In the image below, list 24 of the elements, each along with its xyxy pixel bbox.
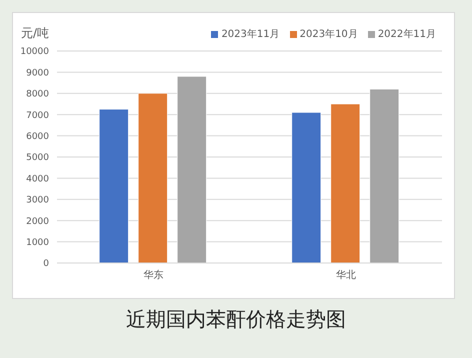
x-tick-label: 华北	[336, 269, 356, 282]
y-tick-label: 7000	[26, 110, 50, 121]
y-tick-label: 8000	[26, 90, 50, 100]
legend-label: 2023年11月	[221, 28, 280, 41]
y-tick-label: 1000	[26, 238, 50, 248]
y-tick-label: 2000	[26, 216, 50, 227]
y-tick-label: 3000	[26, 196, 50, 206]
y-tick-label: 10000	[20, 47, 50, 58]
legend-label: 2022年11月	[378, 28, 436, 41]
y-axis-title: 元/吨	[21, 25, 50, 42]
y-tick-label: 6000	[26, 132, 50, 142]
legend-label: 2023年10月	[300, 28, 358, 41]
bar	[177, 76, 207, 263]
y-tick-label: 0	[43, 259, 50, 270]
text: 近期国内苯酐价格走势图	[125, 306, 347, 333]
y-tick-label: 4000	[26, 174, 50, 184]
x-tick-label: 华东	[143, 269, 164, 282]
bar	[370, 88, 400, 263]
y-tick-label: 5000	[26, 153, 50, 164]
bar	[330, 104, 360, 263]
bar	[292, 112, 322, 263]
y-tick-label: 9000	[26, 68, 50, 78]
bar	[99, 109, 129, 263]
bar	[138, 93, 168, 263]
